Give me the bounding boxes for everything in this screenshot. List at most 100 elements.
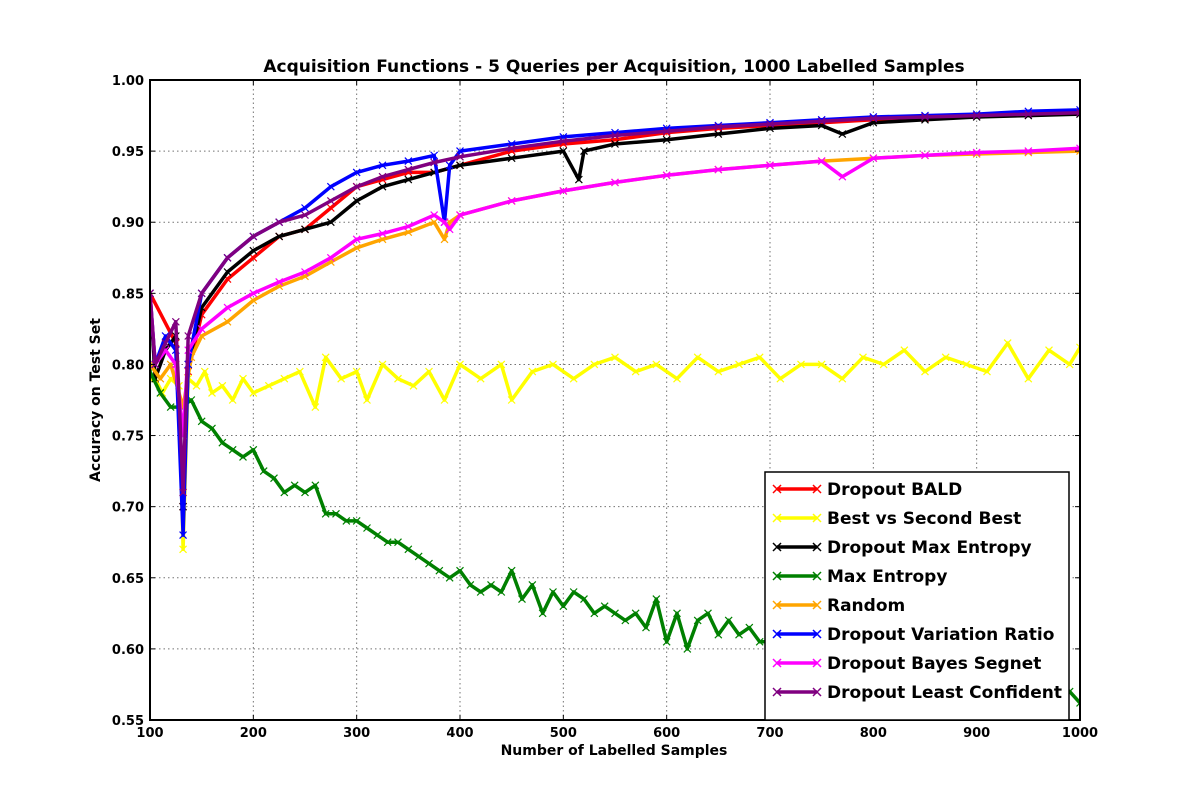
data-point	[218, 438, 227, 447]
data-point	[156, 388, 165, 397]
data-point	[187, 396, 196, 404]
data-point	[693, 353, 702, 362]
data-point	[1045, 346, 1053, 355]
data-point	[838, 130, 847, 138]
data-point	[962, 360, 971, 369]
data-point	[200, 367, 209, 376]
data-point	[151, 360, 160, 369]
data-point	[326, 196, 335, 205]
data-point	[652, 360, 661, 369]
data-point	[941, 353, 950, 362]
data-point	[430, 158, 439, 167]
data-point	[321, 353, 330, 362]
x-tick-label: 200	[240, 726, 267, 741]
data-point	[179, 488, 187, 497]
data-point	[714, 165, 723, 174]
data-point	[352, 367, 361, 376]
data-point	[440, 218, 449, 227]
data-point	[326, 204, 335, 212]
data-point	[456, 147, 464, 156]
x-tick-label: 500	[550, 726, 577, 741]
data-point	[161, 339, 170, 348]
data-point	[456, 211, 464, 220]
data-point	[507, 396, 516, 404]
data-point	[714, 630, 723, 639]
legend-marker	[772, 600, 782, 610]
legend-marker	[772, 484, 782, 494]
data-point	[301, 225, 309, 234]
data-point	[549, 588, 557, 596]
data-point	[301, 268, 309, 276]
data-point	[249, 296, 258, 305]
data-point	[456, 566, 464, 575]
data-point	[662, 127, 671, 136]
data-point	[1076, 699, 1080, 707]
x-tick-label: 300	[343, 726, 370, 741]
data-point	[337, 374, 346, 383]
data-point	[404, 545, 413, 554]
data-point	[662, 135, 671, 144]
data-point	[264, 381, 273, 390]
data-point	[817, 360, 826, 369]
y-tick-label: 0.65	[112, 572, 144, 587]
data-point	[404, 165, 413, 174]
data-point	[326, 253, 335, 262]
legend-item: Dropout BALD	[772, 480, 962, 500]
series-layer	[150, 105, 1080, 707]
y-tick-label: 0.60	[112, 643, 144, 658]
x-tick-label: 700	[756, 726, 783, 741]
data-point	[631, 609, 640, 618]
data-point	[394, 374, 402, 383]
data-point	[983, 367, 991, 376]
data-point	[352, 182, 361, 191]
data-point	[197, 324, 206, 333]
tick-labels: 100 200 300 400 500 600 700 800 900 1000 0.55 0.60 0…	[112, 74, 1098, 741]
series-dropout-bald	[150, 108, 1080, 511]
data-point	[435, 566, 444, 575]
data-point	[724, 616, 733, 625]
data-point	[859, 353, 867, 362]
data-point	[223, 317, 232, 326]
data-point	[714, 130, 723, 138]
data-point	[378, 172, 387, 181]
data-point	[404, 175, 413, 184]
data-point	[869, 114, 878, 123]
data-point	[275, 218, 284, 227]
data-point	[259, 467, 268, 476]
data-point	[445, 225, 454, 234]
data-point	[179, 531, 187, 540]
data-point	[352, 243, 361, 252]
data-point	[528, 580, 537, 589]
data-point	[295, 367, 304, 376]
data-point	[776, 374, 785, 383]
data-point	[363, 396, 371, 404]
series-line	[150, 112, 1080, 509]
data-point	[569, 374, 578, 383]
legend-marker	[812, 687, 822, 697]
data-point	[404, 157, 413, 165]
data-point	[223, 253, 232, 262]
data-point	[326, 182, 335, 191]
data-point	[631, 367, 640, 376]
legend-item: Dropout Least Confident	[772, 683, 1062, 703]
data-point	[363, 524, 371, 532]
data-point	[179, 545, 187, 554]
data-point	[440, 396, 449, 404]
data-point	[476, 588, 485, 596]
data-point	[1076, 144, 1080, 153]
legend: Dropout BALD Best vs Second Best Dropout M…	[764, 471, 1070, 721]
data-point	[156, 374, 165, 383]
data-point	[275, 278, 284, 286]
data-point	[611, 140, 619, 148]
data-point	[239, 374, 247, 383]
data-point	[378, 360, 387, 369]
legend-label: Dropout Max Entropy	[827, 538, 1032, 558]
y-tick-label: 0.85	[112, 287, 144, 302]
data-point	[549, 360, 557, 369]
legend-box	[764, 471, 1070, 721]
data-point	[518, 595, 526, 604]
data-point	[621, 616, 630, 625]
data-point	[817, 157, 826, 165]
data-point	[394, 538, 402, 547]
data-point	[745, 623, 754, 632]
